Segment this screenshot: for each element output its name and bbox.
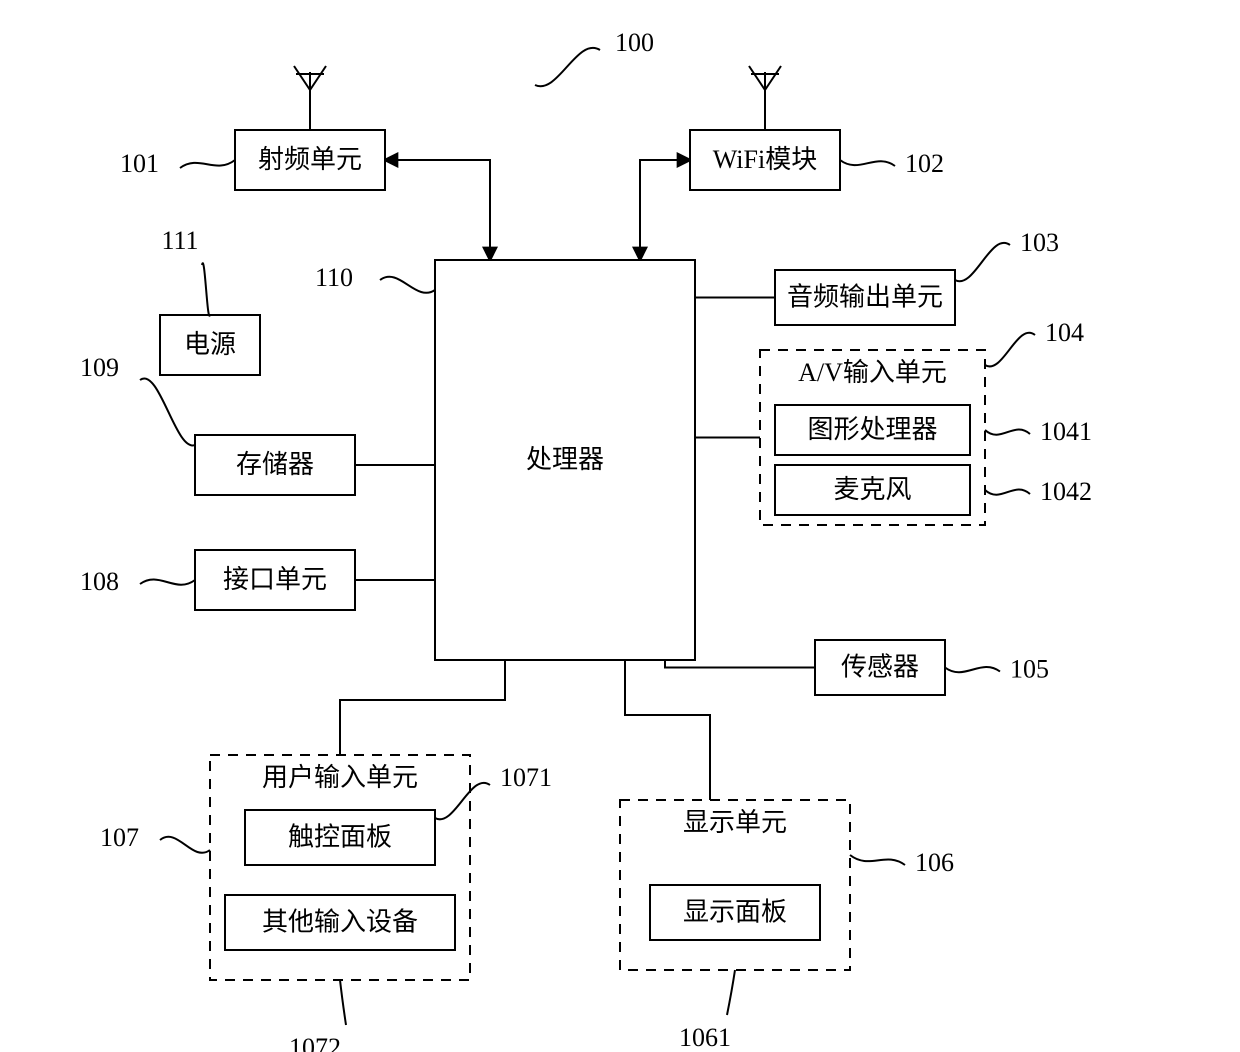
svg-text:电源: 电源 — [184, 330, 236, 359]
svg-text:111: 111 — [161, 226, 198, 255]
lead-line — [850, 855, 905, 865]
svg-text:图形处理器: 图形处理器 — [807, 415, 937, 444]
svg-text:110: 110 — [315, 263, 353, 292]
svg-text:106: 106 — [915, 848, 954, 877]
lead-line — [840, 160, 895, 166]
svg-text:1042: 1042 — [1040, 477, 1092, 506]
svg-text:1041: 1041 — [1040, 417, 1092, 446]
lead-line — [727, 970, 735, 1015]
lead-line — [535, 48, 600, 86]
lead-line — [945, 667, 1000, 672]
svg-text:105: 105 — [1010, 654, 1049, 683]
conn-rf-processor — [385, 160, 490, 260]
svg-text:触控面板: 触控面板 — [288, 822, 392, 851]
svg-text:射频单元: 射频单元 — [258, 145, 362, 174]
svg-text:处理器: 处理器 — [526, 445, 604, 474]
svg-text:1072: 1072 — [289, 1033, 341, 1052]
conn-wifi-processor — [640, 160, 690, 260]
lead-line — [180, 160, 235, 168]
svg-text:104: 104 — [1045, 318, 1084, 347]
svg-text:显示单元: 显示单元 — [683, 808, 787, 837]
svg-text:存储器: 存储器 — [236, 450, 314, 479]
svg-text:108: 108 — [80, 567, 119, 596]
lead-line — [160, 837, 210, 853]
lead-line — [140, 579, 195, 584]
svg-text:109: 109 — [80, 353, 119, 382]
lead-line — [340, 980, 346, 1025]
svg-text:接口单元: 接口单元 — [223, 565, 327, 594]
svg-text:WiFi模块: WiFi模块 — [713, 145, 817, 174]
lead-line — [985, 489, 1030, 494]
lead-line — [985, 429, 1030, 434]
lead-line — [985, 333, 1035, 367]
lead-line — [955, 243, 1010, 281]
svg-text:传感器: 传感器 — [841, 652, 919, 681]
svg-text:音频输出单元: 音频输出单元 — [787, 282, 943, 311]
svg-text:107: 107 — [100, 823, 139, 852]
svg-text:用户输入单元: 用户输入单元 — [262, 763, 418, 792]
svg-text:1071: 1071 — [500, 763, 552, 792]
lead-line — [380, 277, 435, 293]
svg-text:其他输入设备: 其他输入设备 — [262, 907, 418, 936]
svg-text:103: 103 — [1020, 228, 1059, 257]
svg-text:A/V输入单元: A/V输入单元 — [798, 358, 947, 387]
svg-text:100: 100 — [615, 28, 654, 57]
svg-text:101: 101 — [120, 149, 159, 178]
lead-line — [140, 378, 195, 445]
conn-userinput — [340, 660, 505, 755]
svg-text:麦克风: 麦克风 — [833, 475, 911, 504]
lead-line — [202, 263, 210, 316]
lead-line — [435, 783, 490, 820]
conn-display — [625, 660, 710, 800]
svg-text:显示面板: 显示面板 — [683, 897, 787, 926]
conn-sensor — [665, 660, 815, 668]
svg-text:1061: 1061 — [679, 1023, 731, 1052]
svg-text:102: 102 — [905, 149, 944, 178]
